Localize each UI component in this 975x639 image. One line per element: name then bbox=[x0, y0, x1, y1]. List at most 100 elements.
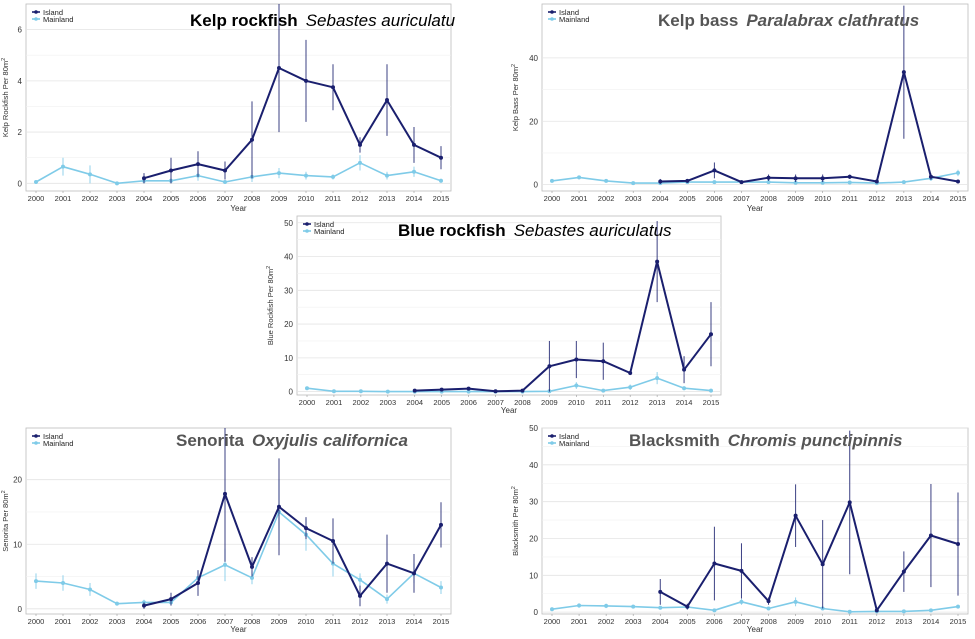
mainland-legend-marker bbox=[305, 229, 309, 233]
chart-title-scientific: Oxyjulis californica bbox=[252, 431, 408, 450]
mainland-data-point bbox=[956, 170, 960, 175]
chart-title: Kelp bass Paralabrax clathratus bbox=[658, 11, 919, 30]
x-tick-label: 2000 bbox=[28, 617, 45, 626]
kelp-rockfish-panel: 0 2 4 6 2000 2001 2002 2003 2004 2005 2006 2007 2008… bbox=[0, 0, 464, 213]
x-tick-label: 2013 bbox=[649, 398, 666, 407]
mainland-data-point bbox=[739, 599, 744, 604]
island-legend-marker bbox=[34, 434, 38, 438]
mainland-data-point bbox=[820, 180, 825, 185]
island-data-point bbox=[655, 259, 660, 264]
x-tick-label: 2003 bbox=[625, 194, 642, 203]
mainland-data-point bbox=[847, 609, 852, 614]
island-data-point bbox=[196, 581, 200, 585]
y-axis-label-text: Kelp Bass Per 80m bbox=[511, 67, 520, 131]
x-tick-label: 2000 bbox=[544, 194, 561, 203]
x-tick-label: 2003 bbox=[109, 617, 126, 626]
island-series-line bbox=[414, 260, 712, 393]
island-data-point bbox=[682, 367, 687, 372]
island-data-point bbox=[331, 85, 335, 90]
blue-rockfish-panel: 0 10 20 30 40 50 2000 2001 2002 2003 2004 2005 2006 2… bbox=[265, 212, 725, 415]
x-tick-label: 2011 bbox=[842, 194, 858, 203]
mainland-data-point bbox=[928, 608, 933, 613]
chart-title-scientific: Chromis punctipinnis bbox=[728, 431, 903, 450]
x-tick-label: 2014 bbox=[923, 617, 940, 626]
mainland-data-point bbox=[709, 388, 713, 393]
x-tick-label: 2006 bbox=[706, 194, 723, 203]
x-tick-label: 2009 bbox=[271, 194, 288, 203]
x-tick-label: 2004 bbox=[652, 194, 669, 203]
x-tick-label: 2004 bbox=[652, 617, 669, 626]
y-axis-label-text: Senorita Per 80m bbox=[1, 493, 10, 551]
x-axis-label: Year bbox=[501, 406, 518, 415]
mainland-data-point bbox=[115, 181, 119, 186]
mainland-data-point bbox=[631, 181, 636, 186]
x-tick-label: 2009 bbox=[541, 398, 558, 407]
island-data-point bbox=[412, 142, 416, 147]
y-tick-label: 20 bbox=[529, 117, 538, 126]
mainland-data-point bbox=[712, 608, 717, 613]
island-data-point bbox=[658, 179, 663, 184]
chart-title-common: Kelp bass bbox=[658, 11, 738, 30]
island-series-line bbox=[660, 71, 959, 184]
x-axis-label: Year bbox=[747, 625, 764, 634]
y-tick-label: 0 bbox=[18, 605, 23, 614]
mainland-data-point bbox=[550, 607, 554, 612]
island-data-point bbox=[547, 364, 552, 369]
x-tick-label: 2014 bbox=[923, 194, 940, 203]
mainland-data-point bbox=[466, 389, 471, 394]
island-data-point bbox=[358, 142, 362, 147]
y-axis-label: Kelp Bass Per 80m2 bbox=[511, 64, 520, 131]
island-data-point bbox=[628, 371, 633, 376]
mainland-data-point bbox=[331, 174, 335, 179]
y-tick-label: 0 bbox=[18, 179, 23, 188]
x-tick-label: 2010 bbox=[298, 194, 315, 203]
island-legend-marker bbox=[550, 434, 554, 438]
island-data-point bbox=[874, 179, 879, 184]
x-tick-label: 2007 bbox=[487, 398, 504, 407]
mainland-data-point bbox=[385, 389, 390, 394]
chart-title-common: Blue rockfish bbox=[398, 221, 506, 240]
plot-area bbox=[296, 215, 722, 396]
island-data-point bbox=[956, 542, 960, 547]
y-tick-label: 40 bbox=[529, 54, 538, 63]
x-tick-label: 2007 bbox=[217, 194, 234, 203]
y-tick-label: 20 bbox=[529, 534, 538, 543]
x-tick-label: 2002 bbox=[82, 617, 99, 626]
x-tick-label: 2003 bbox=[379, 398, 396, 407]
kelp-bass-chart: 0 20 40 2000 2001 2002 2003 2004 2005 2006 2007 200… bbox=[511, 3, 969, 213]
island-data-point bbox=[223, 491, 227, 496]
y-axis-label-superscript: 2 bbox=[1, 58, 7, 61]
y-axis-label: Blacksmith Per 80m2 bbox=[511, 486, 520, 556]
x-tick-label: 2007 bbox=[217, 617, 234, 626]
y-axis-label-superscript: 2 bbox=[266, 266, 272, 269]
mainland-data-point bbox=[550, 178, 554, 183]
mainland-data-point bbox=[604, 178, 609, 183]
x-tick-label: 2006 bbox=[460, 398, 477, 407]
x-tick-label: 2013 bbox=[379, 617, 396, 626]
y-axis-label-text: Kelp Rockfish Per 80m bbox=[1, 61, 10, 137]
island-legend-marker bbox=[550, 10, 554, 14]
mainland-data-point bbox=[34, 579, 38, 584]
mainland-data-point bbox=[712, 180, 717, 185]
mainland-data-point bbox=[34, 180, 38, 185]
mainland-legend-label: Mainland bbox=[559, 15, 589, 24]
x-tick-label: 2001 bbox=[55, 194, 72, 203]
x-tick-label: 2015 bbox=[950, 194, 967, 203]
y-tick-label: 40 bbox=[529, 461, 538, 470]
y-axis-label: Kelp Rockfish Per 80m2 bbox=[1, 58, 10, 137]
mainland-data-point bbox=[305, 386, 309, 391]
x-tick-label: 2014 bbox=[406, 194, 423, 203]
island-data-point bbox=[847, 500, 852, 505]
x-tick-label: 2010 bbox=[298, 617, 315, 626]
x-tick-label: 2013 bbox=[896, 194, 913, 203]
y-tick-label: 40 bbox=[284, 253, 293, 262]
chart-title: Blacksmith Chromis punctipinnis bbox=[629, 431, 902, 450]
island-data-point bbox=[250, 137, 254, 142]
mainland-data-point bbox=[439, 585, 443, 590]
mainland-legend-label: Mainland bbox=[314, 227, 344, 236]
mainland-data-point bbox=[658, 605, 663, 610]
mainland-data-point bbox=[331, 389, 336, 394]
island-data-point bbox=[739, 568, 744, 573]
y-tick-label: 10 bbox=[284, 354, 293, 363]
mainland-data-point bbox=[601, 388, 606, 393]
